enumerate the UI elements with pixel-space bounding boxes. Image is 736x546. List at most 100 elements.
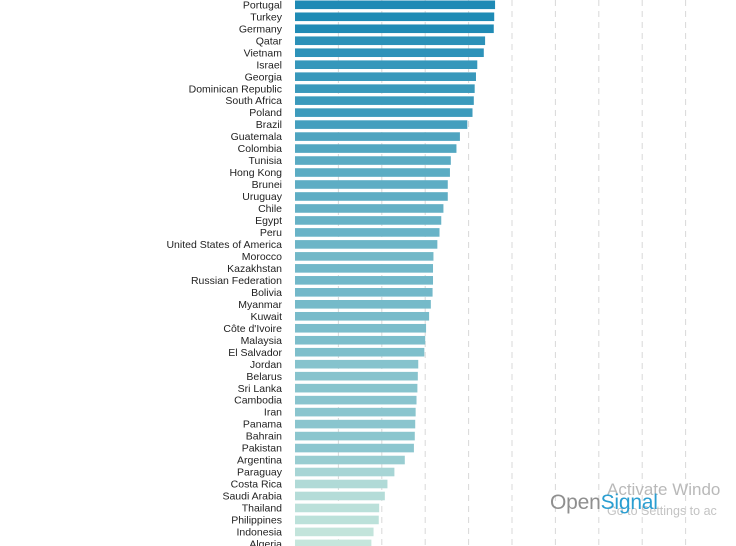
category-label: Bolivia <box>251 287 282 299</box>
activate-windows-watermark: Activate Windo <box>607 480 721 499</box>
category-label: Poland <box>249 107 282 119</box>
bar-bolivia <box>295 288 433 297</box>
bar-uruguay <box>295 192 448 201</box>
category-label: Panama <box>243 419 282 431</box>
bar-pakistan <box>295 443 414 453</box>
category-label: Russian Federation <box>191 275 282 287</box>
bar-paraguay <box>295 467 395 477</box>
category-label: Tunisia <box>249 155 283 167</box>
bar-malaysia <box>295 335 426 345</box>
category-label: El Salvador <box>228 347 282 359</box>
bar-indonesia <box>295 527 374 537</box>
category-label: Algeria <box>249 539 282 546</box>
bar-philippines <box>295 515 379 525</box>
bar-dominican-republic <box>295 84 475 93</box>
category-label: Kazakhstan <box>227 263 282 275</box>
category-label: Jordan <box>250 359 282 371</box>
bar-germany <box>295 24 494 34</box>
category-label: Morocco <box>242 251 282 263</box>
bar-c-te-d-ivoire <box>295 323 427 333</box>
category-label: Philippines <box>231 515 282 527</box>
bar-panama <box>295 419 416 429</box>
category-label: South Africa <box>225 95 282 107</box>
category-label: Egypt <box>255 215 282 227</box>
bar-vietnam <box>295 48 484 58</box>
category-label: Argentina <box>237 455 282 467</box>
category-label: Dominican Republic <box>189 83 282 95</box>
bar-morocco <box>295 252 434 261</box>
bar-saudi-arabia <box>295 491 385 501</box>
category-label: Sri Lanka <box>238 383 283 395</box>
bar-chile <box>295 204 444 213</box>
bar-colombia <box>295 144 457 153</box>
category-label: Bahrain <box>246 431 282 443</box>
category-label: Côte d'Ivoire <box>223 323 282 335</box>
bar-united-states-of-america <box>295 240 438 249</box>
bar-el-salvador <box>295 347 425 357</box>
bar-jordan <box>295 359 419 369</box>
bar-brunei <box>295 180 448 189</box>
bar-portugal <box>295 0 496 10</box>
bar-georgia <box>295 72 476 81</box>
category-label: Cambodia <box>234 395 282 407</box>
category-label: Brazil <box>256 119 282 131</box>
bar-kazakhstan <box>295 264 434 273</box>
bar-sri-lanka <box>295 383 418 393</box>
category-label: Colombia <box>238 143 283 155</box>
category-label: Germany <box>239 23 283 35</box>
category-label: Guatemala <box>231 131 283 143</box>
category-label: Thailand <box>242 503 282 515</box>
bar-argentina <box>295 455 405 465</box>
category-label: United States of America <box>166 239 282 251</box>
bar-costa-rica <box>295 479 388 489</box>
category-label: Malaysia <box>241 335 283 347</box>
bar-south-africa <box>295 96 474 105</box>
category-label: Kuwait <box>250 311 282 323</box>
bar-brazil <box>295 120 468 129</box>
bar-belarus <box>295 371 418 381</box>
bar-guatemala <box>295 132 460 141</box>
category-label: Costa Rica <box>231 479 283 491</box>
category-label: Indonesia <box>236 527 282 539</box>
bar-turkey <box>295 12 495 22</box>
opensignal-logo: OpenSignal <box>550 491 658 515</box>
bar-thailand <box>295 503 380 513</box>
category-label: Uruguay <box>242 191 282 203</box>
bar-hong-kong <box>295 168 450 177</box>
category-label: Turkey <box>250 11 282 23</box>
category-label: Saudi Arabia <box>222 491 282 503</box>
bar-bahrain <box>295 431 415 441</box>
category-label: Vietnam <box>244 47 283 59</box>
bar-peru <box>295 228 440 237</box>
category-label: Israel <box>256 59 282 71</box>
bars <box>295 0 496 546</box>
category-label: Peru <box>260 227 282 239</box>
bar-egypt <box>295 216 442 225</box>
category-label: Georgia <box>245 71 283 83</box>
bar-iran <box>295 407 416 417</box>
brand-signal: Signal <box>600 491 658 514</box>
bar-algeria <box>295 539 372 546</box>
bar-qatar <box>295 36 486 46</box>
bar-poland <box>295 108 473 117</box>
bar-tunisia <box>295 156 451 165</box>
category-label: Brunei <box>252 179 282 191</box>
bar-kuwait <box>295 311 430 321</box>
category-label: Iran <box>264 407 282 419</box>
category-label: Pakistan <box>242 443 282 455</box>
category-label: Hong Kong <box>229 167 282 179</box>
category-label: Belarus <box>246 371 282 383</box>
activate-windows-subtext: Go to Settings to ac <box>607 504 717 518</box>
bar-russian-federation <box>295 276 434 285</box>
category-label: Myanmar <box>238 299 282 311</box>
category-label: Chile <box>258 203 282 215</box>
category-label: Paraguay <box>237 467 283 479</box>
category-label: Qatar <box>256 35 283 47</box>
category-label: Portugal <box>243 0 282 11</box>
bar-cambodia <box>295 395 417 405</box>
bar-myanmar <box>295 300 431 309</box>
category-labels: PortugalTurkeyGermanyQatarVietnamIsraelG… <box>166 0 282 546</box>
brand-open: Open <box>550 491 601 514</box>
bar-israel <box>295 60 478 69</box>
